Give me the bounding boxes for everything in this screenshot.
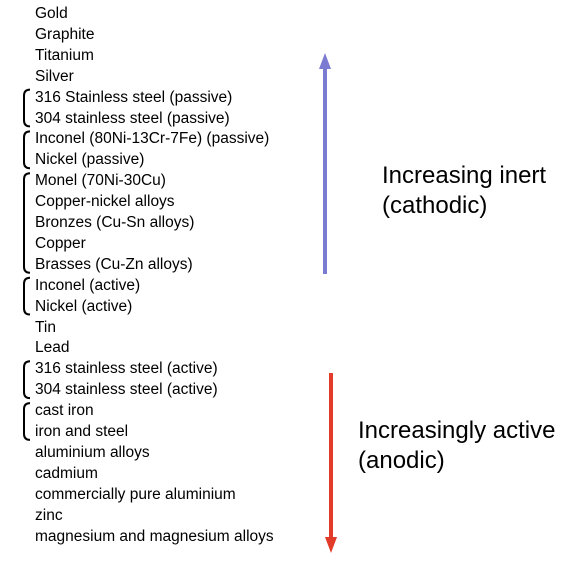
metal-item: 304 stainless steel (active)	[35, 381, 218, 399]
group-bracket	[23, 402, 31, 441]
metal-item: Inconel (80Ni-13Cr-7Fe) (passive)	[35, 130, 270, 148]
metal-item: Tin	[35, 318, 56, 336]
metal-item: Copper-nickel alloys	[35, 193, 175, 211]
metal-item: Inconel (active)	[35, 276, 141, 294]
metal-item: Lead	[35, 339, 70, 357]
metal-item: Gold	[35, 5, 68, 22]
group-bracket	[23, 276, 31, 316]
metal-item: Nickel (active)	[35, 297, 133, 315]
metal-item: Graphite	[35, 25, 95, 43]
metal-item: zinc	[35, 506, 63, 524]
group-bracket	[23, 172, 31, 274]
metal-item: Copper	[35, 234, 86, 252]
metal-item: Brasses (Cu-Zn alloys)	[35, 255, 193, 273]
inert-arrow	[319, 53, 331, 274]
group-bracket	[23, 88, 31, 128]
metal-item: Bronzes (Cu-Sn alloys)	[35, 214, 195, 231]
metal-item: commercially pure aluminium	[35, 485, 236, 503]
metal-item: magnesium and magnesium alloys	[35, 527, 274, 545]
metal-item: 316 stainless steel (active)	[35, 360, 218, 378]
metal-item: iron and steel	[35, 423, 129, 440]
metal-item: cast iron	[35, 402, 94, 420]
active-label: Increasingly active (anodic)	[358, 416, 555, 476]
metal-item: 304 stainless steel (passive)	[35, 109, 230, 127]
inert-label-line-1: Increasing inert	[382, 162, 547, 189]
active-label-line-2: (anodic)	[358, 447, 445, 474]
group-bracket	[23, 130, 31, 170]
metal-item: aluminium alloys	[35, 443, 150, 461]
metal-item: Titanium	[35, 46, 94, 64]
metal-item: cadmium	[35, 464, 98, 482]
active-arrow	[325, 373, 337, 553]
group-bracket	[23, 360, 31, 400]
active-label-line-1: Increasingly active	[358, 417, 556, 444]
metal-item: Monel (70Ni-30Cu)	[35, 172, 166, 190]
metal-item: Nickel (passive)	[35, 151, 145, 169]
metal-item: 316 Stainless steel (passive)	[35, 88, 233, 106]
metal-item: Silver	[35, 67, 74, 85]
inert-label: Increasing inert (cathodic)	[382, 161, 546, 221]
inert-label-line-2: (cathodic)	[382, 192, 488, 219]
group-brackets	[23, 88, 31, 441]
